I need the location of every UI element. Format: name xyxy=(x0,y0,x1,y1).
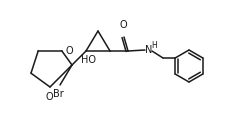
Text: O: O xyxy=(45,92,53,102)
Text: H: H xyxy=(151,40,157,50)
Text: O: O xyxy=(66,46,73,56)
Text: HO: HO xyxy=(81,55,95,65)
Text: O: O xyxy=(119,20,127,30)
Text: N: N xyxy=(145,45,153,55)
Text: Br: Br xyxy=(53,89,63,99)
